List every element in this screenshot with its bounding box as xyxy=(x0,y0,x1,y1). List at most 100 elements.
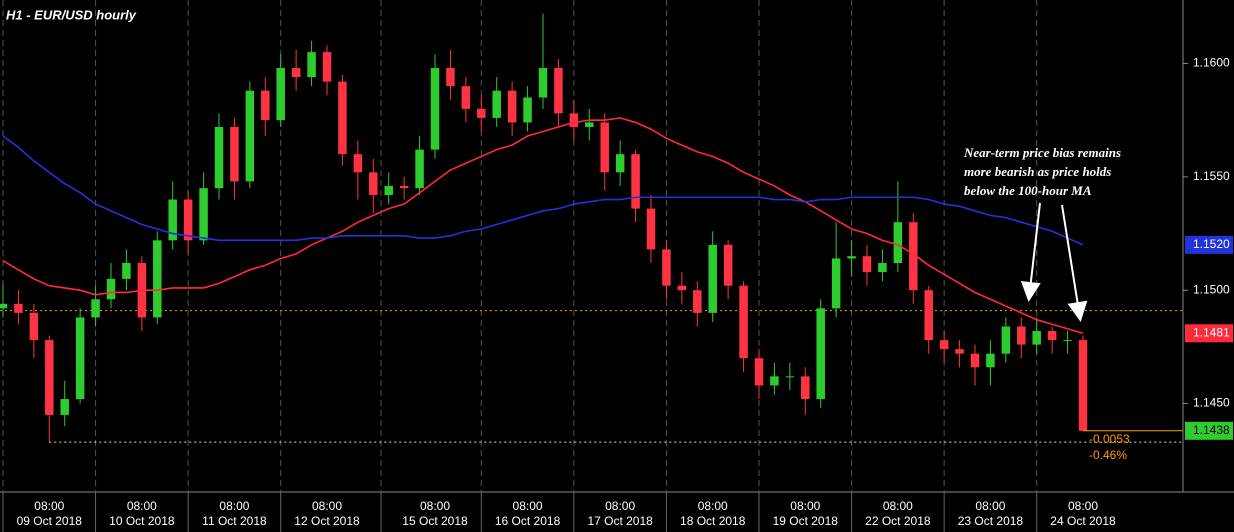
candle-body xyxy=(1078,340,1088,431)
x-tick-time: 08:00 xyxy=(312,499,342,513)
x-tick-time: 08:00 xyxy=(790,499,820,513)
x-tick-date: 15 Oct 2018 xyxy=(402,514,468,528)
moving-average xyxy=(2,117,1084,335)
candle-body xyxy=(322,52,332,82)
x-tick-time: 08:00 xyxy=(1068,499,1098,513)
candle-body xyxy=(569,113,579,127)
candle-body xyxy=(214,126,224,189)
candle-body xyxy=(461,86,471,109)
candle-body xyxy=(75,317,85,400)
candle-body xyxy=(1063,340,1072,342)
x-tick-date: 24 Oct 2018 xyxy=(1050,514,1116,528)
candle-body xyxy=(353,154,363,173)
x-tick-time: 08:00 xyxy=(513,499,543,513)
change-points: -0.0053 xyxy=(1089,432,1130,446)
candle-body xyxy=(1032,331,1041,345)
x-tick-date: 11 Oct 2018 xyxy=(202,514,267,528)
candle-body xyxy=(415,149,424,189)
price-tag xyxy=(1185,324,1233,343)
x-tick-date: 22 Oct 2018 xyxy=(865,514,931,528)
candle-body xyxy=(399,185,409,189)
x-tick-time: 08:00 xyxy=(34,499,64,513)
annotation: more bearish as price holds xyxy=(964,164,1111,179)
candle-body xyxy=(893,222,903,264)
price-tag-label: 1.1481 xyxy=(1193,325,1230,339)
candle-body xyxy=(430,68,440,150)
candle-body xyxy=(631,154,640,209)
candle-body xyxy=(554,68,563,114)
x-tick-date: 12 Oct 2018 xyxy=(294,514,360,528)
candle-body xyxy=(477,108,486,118)
candle-body xyxy=(230,126,239,182)
candle-body xyxy=(878,263,887,273)
candle-body xyxy=(615,154,625,173)
arrow xyxy=(1061,204,1088,322)
candle-body xyxy=(45,340,54,415)
x-tick-time: 08:00 xyxy=(605,499,635,513)
y-tick-label: 1.1450 xyxy=(1193,396,1230,410)
candle-body xyxy=(492,90,501,118)
annotation: below the 100-hour MA xyxy=(964,183,1092,198)
candle-body xyxy=(847,256,856,259)
candle-body xyxy=(276,68,285,121)
candle-body xyxy=(446,68,455,87)
candle-body xyxy=(600,122,609,173)
candle-body xyxy=(585,122,594,127)
x-tick-date: 23 Oct 2018 xyxy=(958,514,1024,528)
candle-body xyxy=(831,258,841,309)
candle-body xyxy=(29,312,39,341)
candle-body xyxy=(770,376,779,386)
candle-body xyxy=(168,199,177,241)
candle-body xyxy=(739,285,748,359)
y-tick-label: 1.1600 xyxy=(1193,56,1230,70)
price-tag xyxy=(1185,235,1233,254)
candle-body xyxy=(816,308,825,400)
candle-body xyxy=(1047,331,1057,341)
candle-body xyxy=(909,222,918,291)
candle-body xyxy=(538,68,548,98)
candle-body xyxy=(708,244,717,313)
x-tick-date: 10 Oct 2018 xyxy=(109,514,175,528)
x-tick-time: 08:00 xyxy=(883,499,913,513)
y-tick-label: 1.1500 xyxy=(1193,282,1230,296)
price-tag-label: 1.1520 xyxy=(1193,237,1230,251)
x-tick-date: 16 Oct 2018 xyxy=(495,514,561,528)
candle-body xyxy=(939,340,949,350)
moving-average xyxy=(2,135,1084,246)
candle-body xyxy=(754,358,764,386)
candle-body xyxy=(862,256,872,273)
price-tag xyxy=(1185,421,1233,440)
arrow xyxy=(1020,202,1041,302)
x-tick-date: 09 Oct 2018 xyxy=(17,514,83,528)
candle-body xyxy=(60,399,69,415)
x-tick-time: 08:00 xyxy=(698,499,728,513)
candle-body xyxy=(0,303,8,309)
candle-body xyxy=(693,290,702,313)
x-tick-date: 17 Oct 2018 xyxy=(587,514,653,528)
candle-body xyxy=(261,90,270,121)
candle-body xyxy=(106,278,116,300)
candle-body xyxy=(1001,326,1011,354)
annotation: Near-term price bias remains xyxy=(963,145,1121,160)
candle-body xyxy=(523,97,532,123)
candle-body xyxy=(245,90,255,182)
x-tick-time: 08:00 xyxy=(219,499,249,513)
x-tick-time: 08:00 xyxy=(975,499,1005,513)
candle-body xyxy=(122,263,131,279)
candle-body xyxy=(183,199,193,241)
candle-body xyxy=(369,172,378,195)
x-tick-date: 18 Oct 2018 xyxy=(680,514,746,528)
candle-body xyxy=(723,244,733,286)
candle-body xyxy=(291,68,301,78)
candle-body xyxy=(785,376,795,378)
x-tick-time: 08:00 xyxy=(420,499,450,513)
candle-body xyxy=(970,353,980,368)
candle-body xyxy=(153,240,162,318)
candle-body xyxy=(91,299,100,318)
candle-body xyxy=(507,90,517,123)
candle-body xyxy=(662,249,671,286)
candle-body xyxy=(677,285,687,291)
change-percent: -0.46% xyxy=(1089,448,1127,462)
